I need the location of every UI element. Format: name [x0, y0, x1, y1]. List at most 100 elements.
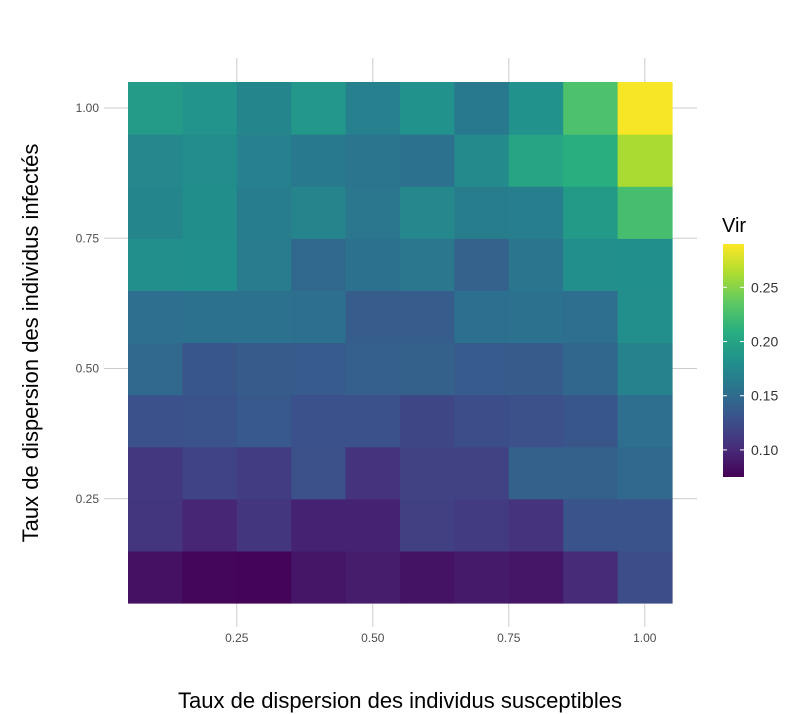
- heatmap-cell: [236, 290, 292, 344]
- heatmap-cell: [617, 186, 673, 239]
- heatmap-cell: [563, 134, 619, 187]
- legend-tick-label: 0.20: [751, 334, 778, 350]
- heatmap-cell: [454, 342, 510, 396]
- legend-tick-label: 0.25: [751, 279, 778, 295]
- heatmap-cell: [454, 82, 510, 135]
- heatmap-cell: [128, 238, 183, 291]
- heatmap-cell: [345, 134, 401, 187]
- heatmap-cell: [128, 290, 183, 344]
- heatmap-cell: [617, 134, 673, 187]
- heatmap-cell: [128, 446, 183, 500]
- legend-colorbar: [723, 244, 744, 477]
- heatmap-cells: [128, 82, 673, 604]
- heatmap-cell: [508, 342, 564, 396]
- heatmap-cell: [400, 82, 455, 135]
- heatmap-cell: [400, 342, 455, 396]
- heatmap-cell: [563, 498, 619, 552]
- heatmap-cell: [508, 134, 564, 187]
- heatmap-cell: [454, 134, 510, 187]
- heatmap-cell: [345, 82, 401, 135]
- heatmap-cell: [291, 498, 347, 552]
- heatmap-cell: [400, 290, 455, 344]
- legend-ticks: 0.10 0.15 0.20 0.25: [723, 279, 778, 458]
- heatmap-cell: [291, 238, 347, 291]
- heatmap-cell: [563, 342, 619, 396]
- heatmap-cell: [182, 342, 238, 396]
- heatmap-cell: [291, 290, 347, 344]
- heatmap-cell: [291, 134, 347, 187]
- heatmap-cell: [182, 290, 238, 344]
- heatmap-cell: [236, 186, 292, 239]
- heatmap-cell: [617, 82, 673, 135]
- y-tick-label: 0.25: [76, 492, 100, 506]
- x-axis-ticks: 0.25 0.50 0.75 1.00: [225, 631, 657, 645]
- heatmap-cell: [182, 550, 238, 604]
- heatmap-cell: [563, 394, 619, 448]
- heatmap-cell: [291, 446, 347, 500]
- x-tick-label: 1.00: [633, 631, 657, 645]
- heatmap-cell: [345, 342, 401, 396]
- y-axis-title: Taux de dispersion des individus infecté…: [18, 144, 43, 543]
- heatmap-cell: [508, 82, 564, 135]
- heatmap-cell: [182, 446, 238, 500]
- heatmap-cell: [617, 290, 673, 344]
- heatmap-cell: [128, 186, 183, 239]
- heatmap-cell: [563, 82, 619, 135]
- x-tick-label: 0.75: [497, 631, 521, 645]
- heatmap-cell: [236, 238, 292, 291]
- heatmap-cell: [454, 446, 510, 500]
- heatmap-cell: [236, 82, 292, 135]
- heatmap-cell: [454, 550, 510, 604]
- heatmap-cell: [563, 238, 619, 291]
- x-axis-title: Taux de dispersion des individus suscept…: [178, 688, 622, 713]
- heatmap-cell: [563, 186, 619, 239]
- y-tick-label: 0.50: [76, 362, 100, 376]
- x-tick-label: 0.25: [225, 631, 249, 645]
- heatmap-cell: [128, 498, 183, 552]
- heatmap-cell: [291, 342, 347, 396]
- heatmap-cell: [128, 82, 183, 135]
- heatmap-cell: [236, 498, 292, 552]
- heatmap-cell: [508, 394, 564, 448]
- heatmap-cell: [617, 238, 673, 291]
- heatmap-cell: [400, 238, 455, 291]
- heatmap-cell: [182, 134, 238, 187]
- heatmap-cell: [182, 186, 238, 239]
- heatmap-cell: [454, 394, 510, 448]
- heatmap-cell: [617, 446, 673, 500]
- heatmap-cell: [236, 550, 292, 604]
- heatmap-cell: [400, 186, 455, 239]
- heatmap-cell: [236, 446, 292, 500]
- y-axis-ticks: 0.25 0.50 0.75 1.00: [76, 101, 100, 506]
- heatmap-cell: [345, 446, 401, 500]
- heatmap-cell: [345, 550, 401, 604]
- heatmap-cell: [400, 446, 455, 500]
- heatmap-cell: [182, 82, 238, 135]
- heatmap-cell: [236, 394, 292, 448]
- heatmap-cell: [182, 238, 238, 291]
- color-legend: Vir 0.10 0.15 0.20 0.25: [722, 215, 778, 477]
- heatmap-cell: [508, 186, 564, 239]
- heatmap-cell: [400, 550, 455, 604]
- y-tick-label: 0.75: [76, 231, 100, 245]
- heatmap-cell: [291, 186, 347, 239]
- heatmap-cell: [617, 394, 673, 448]
- heatmap-cell: [345, 290, 401, 344]
- heatmap-cell: [454, 290, 510, 344]
- heatmap-cell: [128, 342, 183, 396]
- heatmap-cell: [563, 446, 619, 500]
- heatmap-cell: [345, 238, 401, 291]
- heatmap-cell: [128, 134, 183, 187]
- legend-tick-label: 0.10: [751, 442, 778, 458]
- heatmap-cell: [345, 186, 401, 239]
- heatmap-cell: [182, 394, 238, 448]
- heatmap-cell: [454, 498, 510, 552]
- heatmap-cell: [400, 394, 455, 448]
- heatmap-cell: [291, 394, 347, 448]
- heatmap-cell: [291, 82, 347, 135]
- heatmap-cell: [563, 290, 619, 344]
- heatmap-cell: [617, 550, 673, 604]
- heatmap-cell: [236, 342, 292, 396]
- heatmap-cell: [182, 498, 238, 552]
